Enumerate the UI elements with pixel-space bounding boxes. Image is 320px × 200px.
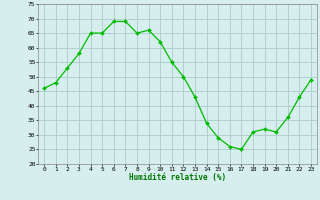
X-axis label: Humidité relative (%): Humidité relative (%)	[129, 173, 226, 182]
